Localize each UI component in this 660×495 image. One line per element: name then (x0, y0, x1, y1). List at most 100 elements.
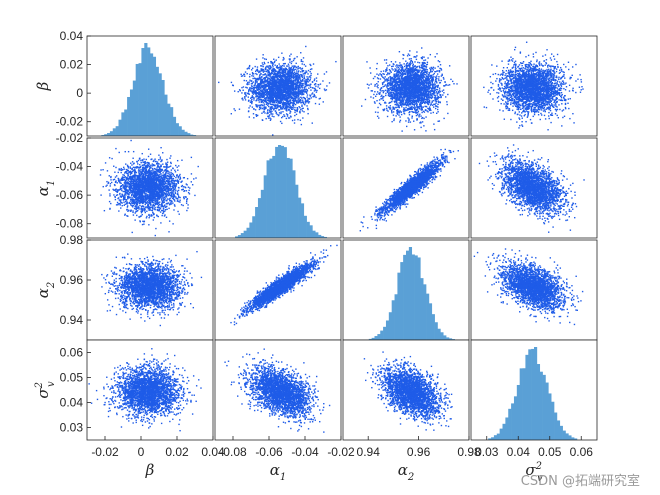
y-tick-label: -0.06 (56, 188, 84, 202)
hist-bar (158, 73, 162, 136)
scatter-points (99, 139, 199, 237)
hist-bar (187, 133, 191, 136)
hist-bar (147, 47, 151, 136)
hist-bar (423, 284, 427, 340)
panel-sigma2v-vs-alpha2 (342, 339, 470, 441)
hist-bar (109, 131, 114, 136)
x-tick-label: -0.06 (255, 445, 283, 459)
hist-bar (551, 401, 555, 440)
hist-bar (312, 230, 316, 238)
hist-bar (138, 63, 142, 136)
hist-bar (127, 96, 131, 136)
panel-beta-vs-alpha2 (342, 35, 470, 137)
hist-bar (192, 135, 197, 136)
hist-bar (300, 203, 305, 238)
panel-alpha1-vs-alpha2 (342, 137, 470, 239)
hist-bar (443, 335, 447, 340)
hist-bar (161, 79, 165, 136)
scatter-points (230, 244, 338, 326)
hist-bar (323, 236, 327, 238)
hist-bar (289, 158, 293, 238)
hist-bar (400, 262, 404, 340)
x-axis-label-alpha1: α1 (270, 461, 287, 483)
hist-bar (505, 417, 509, 440)
hist-bar (431, 314, 435, 340)
panel-alpha1-vs-alpha1 (214, 137, 342, 239)
hist-bar (175, 123, 179, 136)
hist-bar (237, 235, 242, 238)
hist-bar (235, 236, 239, 238)
hist-bar (428, 303, 433, 340)
hist-bar (286, 157, 290, 238)
x-tick-label: -0.02 (327, 445, 355, 459)
hist-bar (380, 330, 384, 340)
panel-alpha2-vs-alpha1 (214, 239, 342, 341)
hist-bar (107, 133, 111, 136)
hist-bar (295, 184, 299, 238)
hist-bar (298, 197, 302, 238)
panel-alpha1-vs-beta (86, 137, 214, 239)
hist-bar (397, 272, 401, 340)
hist-bar (571, 437, 575, 440)
hist-bar (172, 116, 177, 136)
y-tick-label: 0 (76, 86, 83, 100)
hist-bar (115, 126, 119, 136)
hist-bar (135, 63, 139, 136)
scatter-points (224, 348, 331, 433)
hist-bar (118, 119, 122, 136)
hist-bar (124, 109, 128, 136)
y-axis-label-sigma2v: σ2v (34, 381, 57, 399)
hist-bar (292, 170, 296, 238)
hist-bar (385, 320, 390, 340)
y-tick-label: 0.04 (60, 396, 84, 410)
x-tick-label: 0.06 (570, 445, 594, 459)
y-tick-label: -0.04 (56, 160, 84, 174)
panel-sigma2v-vs-alpha1 (214, 339, 342, 441)
y-tick-label: 0.03 (60, 421, 84, 435)
y-tick-label: 0.04 (60, 29, 84, 43)
scatter-points (101, 250, 213, 327)
hist-bar (562, 430, 566, 440)
hist-bar (403, 254, 407, 340)
hist-bar (246, 227, 250, 238)
scatter-points (88, 348, 202, 432)
hist-bar (511, 403, 515, 440)
hist-bar (488, 438, 492, 440)
hist-bar (417, 257, 421, 340)
hist-bar (144, 43, 148, 136)
hist-bar (243, 230, 247, 238)
hist-bar (249, 222, 253, 238)
y-tick-label: -0.02 (56, 131, 84, 145)
hist-bar (104, 134, 108, 136)
hist-bar (522, 368, 526, 440)
hist-bar (536, 364, 541, 440)
y-axis-label-alpha2: α2 (34, 282, 57, 299)
y-axis-label-beta: β (34, 81, 52, 91)
scatter-points (363, 351, 453, 431)
hist-bar (190, 134, 194, 136)
hist-bar (548, 393, 552, 440)
panel-alpha2-vs-alpha2 (342, 239, 470, 341)
hist-bar (383, 326, 387, 340)
panel-beta-vs-beta (86, 35, 214, 137)
hist-bar (255, 207, 259, 238)
x-tick-label: -0.02 (91, 445, 119, 459)
scatter-points (471, 248, 584, 326)
hist-bar (574, 438, 578, 440)
hist-bar (493, 435, 498, 440)
hist-bar (184, 131, 188, 136)
hist-bar (542, 374, 546, 440)
hist-bar (519, 368, 523, 440)
x-tick-label: 0 (138, 445, 145, 459)
hist-bar (178, 126, 182, 136)
hist-bar (152, 56, 157, 136)
hist-bar (283, 147, 287, 238)
hist-bar (278, 145, 282, 238)
hist-bar (150, 53, 154, 136)
hist-bar (516, 384, 520, 440)
watermark-text: CSDN @拓端研究室 (521, 470, 640, 489)
hist-bar (181, 129, 185, 136)
hist-bar (164, 94, 168, 136)
hist-bar (491, 437, 495, 440)
hist-bar (502, 423, 506, 440)
